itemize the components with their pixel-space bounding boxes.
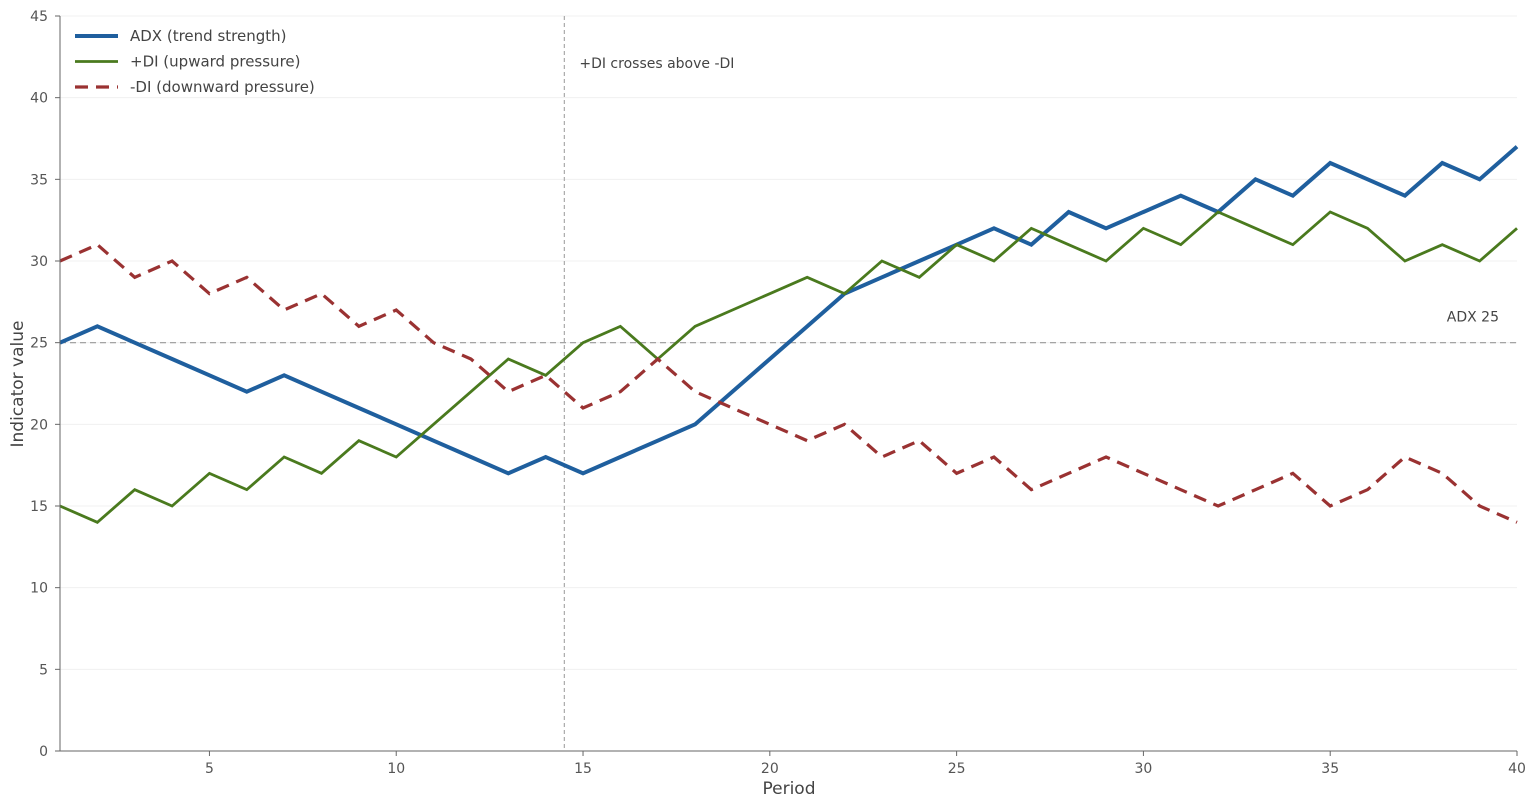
x-tick-label-40: 40	[1508, 761, 1526, 777]
y-tick-label-45: 45	[30, 9, 48, 25]
series-line-0	[59, 145, 1519, 476]
y-tick-label-30: 30	[30, 254, 48, 270]
y-tick-label-15: 15	[30, 499, 48, 515]
x-tick-label-20: 20	[761, 761, 779, 777]
series-line-2	[59, 242, 1518, 524]
x-tick-label-15: 15	[574, 761, 592, 777]
legend: ADX (trend strength) +DI (upward pressure…	[75, 27, 315, 96]
reference-lines: ADX 25 +DI crosses above -DI	[60, 16, 1517, 751]
axes: 0 5 10 15 20 25 30 35 40 45 5 10 15 20 25 30 35 40	[30, 9, 1526, 777]
y-tick-label-35: 35	[30, 172, 48, 188]
x-axis-label: Period	[762, 779, 815, 799]
y-tick-label-5: 5	[39, 662, 48, 678]
legend-label-2: -DI (downward pressure)	[130, 78, 315, 96]
x-tick-label-35: 35	[1321, 761, 1339, 777]
series-lines	[59, 145, 1519, 524]
x-tick-label-30: 30	[1134, 761, 1152, 777]
reference-label-x: +DI crosses above -DI	[579, 56, 734, 72]
y-tick-label-10: 10	[30, 581, 48, 597]
y-tick-label-25: 25	[30, 336, 48, 352]
y-tick-label-0: 0	[39, 744, 48, 760]
legend-label-0: ADX (trend strength)	[130, 27, 286, 45]
reference-label-y: ADX 25	[1447, 310, 1499, 326]
y-axis-label: Indicator value	[8, 321, 28, 448]
series-line-1	[59, 210, 1518, 524]
y-tick-label-40: 40	[30, 91, 48, 107]
y-tick-label-20: 20	[30, 417, 48, 433]
x-tick-label-5: 5	[205, 761, 214, 777]
legend-label-1: +DI (upward pressure)	[130, 53, 301, 71]
x-tick-label-10: 10	[387, 761, 405, 777]
x-tick-label-25: 25	[948, 761, 966, 777]
